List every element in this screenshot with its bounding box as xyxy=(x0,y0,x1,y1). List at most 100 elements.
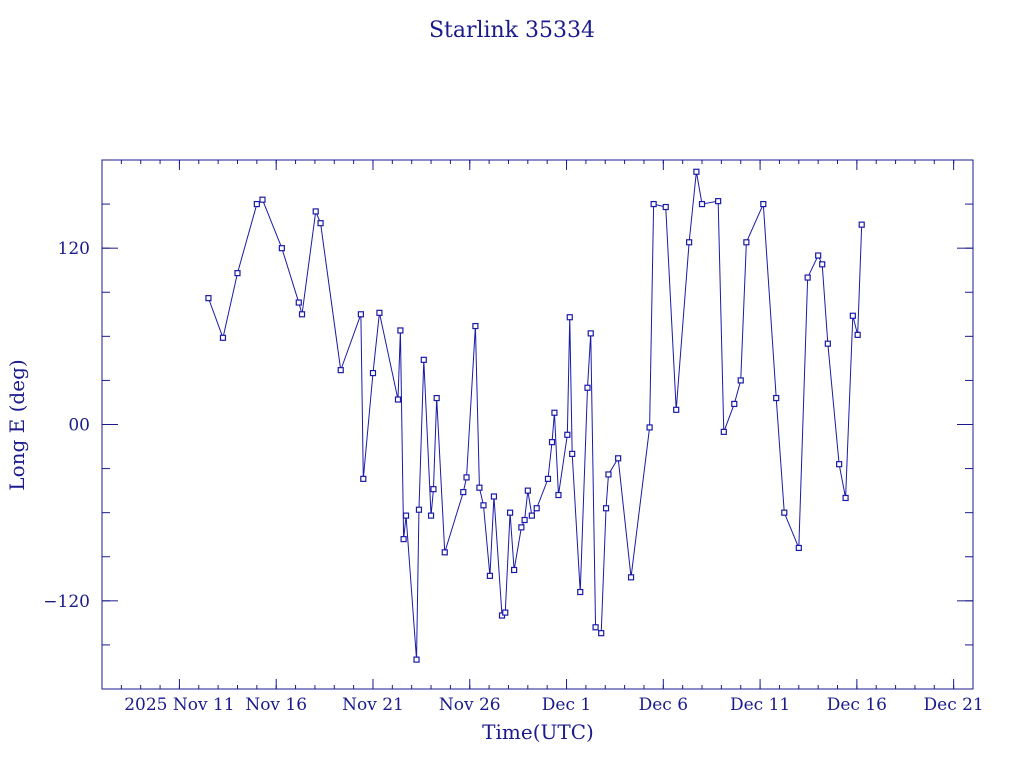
data-point xyxy=(400,536,407,543)
data-point xyxy=(773,394,780,402)
data-point xyxy=(234,270,241,277)
data-point xyxy=(795,544,802,552)
data-point xyxy=(760,200,767,208)
x-tick-label: Dec 6 xyxy=(639,695,688,715)
data-point xyxy=(253,200,260,208)
chart-title: Starlink 35334 xyxy=(429,18,595,43)
data-point xyxy=(849,312,856,319)
data-point xyxy=(731,400,738,408)
data-point xyxy=(548,439,556,446)
data-point xyxy=(433,394,440,402)
data-point xyxy=(528,512,535,519)
data-point xyxy=(836,461,843,468)
data-point xyxy=(698,200,706,208)
data-point xyxy=(743,239,750,246)
data-point xyxy=(205,295,212,302)
data-point xyxy=(566,314,573,321)
data-point xyxy=(524,487,531,494)
x-tick-label: 2025 Nov 11 xyxy=(124,695,234,715)
data-point xyxy=(219,334,227,341)
data-point xyxy=(460,488,467,496)
x-tick-label: Nov 16 xyxy=(245,695,307,715)
data-point xyxy=(486,572,494,579)
data-point xyxy=(715,198,722,205)
y-tick-label: 120 xyxy=(58,239,90,259)
x-tick-label: Dec 1 xyxy=(542,695,591,715)
data-point xyxy=(463,474,470,481)
data-point xyxy=(854,331,861,338)
data-point xyxy=(312,208,319,215)
data-point xyxy=(815,252,822,259)
data-point xyxy=(592,624,599,631)
data-point xyxy=(369,369,377,377)
data-point xyxy=(587,330,594,337)
data-point xyxy=(506,509,514,516)
data-point xyxy=(693,168,700,175)
data-point xyxy=(259,196,266,203)
data-point xyxy=(804,274,811,281)
data-point xyxy=(564,431,571,438)
data-point xyxy=(650,200,657,208)
x-tick-label: Dec 11 xyxy=(730,695,790,715)
data-point xyxy=(337,367,344,374)
data-point xyxy=(430,486,437,493)
data-point xyxy=(415,506,423,513)
data-point xyxy=(402,512,410,519)
data-point xyxy=(480,502,487,509)
data-point xyxy=(858,221,865,228)
data-point xyxy=(413,656,420,663)
data-point xyxy=(441,549,448,556)
data-point xyxy=(357,311,364,318)
plot-area xyxy=(205,168,865,663)
data-point xyxy=(577,588,584,596)
data-point xyxy=(476,484,483,491)
data-point xyxy=(602,505,610,512)
x-tick-labels: 2025 Nov 11 Nov 16 Nov 21 Nov 26 Dec 1 Dec 6 D… xyxy=(124,695,984,715)
x-tick-label: Dec 21 xyxy=(924,695,984,715)
x-tick-label: Nov 26 xyxy=(439,695,501,715)
data-point xyxy=(824,340,831,347)
data-point xyxy=(511,566,518,574)
y-tick-label: −120 xyxy=(43,592,90,612)
data-point xyxy=(298,311,306,318)
data-point xyxy=(627,574,635,581)
x-tick-label: Nov 21 xyxy=(342,695,404,715)
data-point xyxy=(376,309,383,316)
data-point xyxy=(737,377,744,384)
data-point xyxy=(518,524,525,531)
data-point xyxy=(555,491,562,499)
x-axis-label: Time(UTC) xyxy=(482,720,594,744)
data-point xyxy=(615,455,622,462)
data-point xyxy=(502,609,509,616)
data-point xyxy=(472,322,479,330)
data-point xyxy=(278,245,285,252)
data-point xyxy=(360,475,367,482)
data-point xyxy=(394,396,402,403)
y-tick-labels: 120 00 −120 xyxy=(43,239,90,612)
tick-marks xyxy=(101,159,974,690)
data-point xyxy=(551,409,558,416)
series-line xyxy=(207,171,863,660)
data-point xyxy=(686,239,693,246)
plot-frame xyxy=(101,159,974,690)
data-point xyxy=(605,471,612,478)
data-point xyxy=(427,512,435,519)
data-point xyxy=(819,261,826,268)
data-point xyxy=(544,475,552,482)
data-point xyxy=(646,424,653,431)
data-point xyxy=(521,516,528,524)
data-point xyxy=(420,356,427,363)
data-point xyxy=(720,428,727,435)
y-tick-label: 00 xyxy=(68,416,90,436)
data-point xyxy=(781,509,788,516)
data-point xyxy=(662,203,669,211)
data-point xyxy=(569,450,576,457)
data-point xyxy=(842,494,849,502)
data-point xyxy=(397,327,404,334)
data-point xyxy=(317,220,324,227)
data-point xyxy=(598,630,605,637)
data-point xyxy=(490,493,498,500)
data-point xyxy=(584,384,591,391)
data-point xyxy=(295,299,302,306)
